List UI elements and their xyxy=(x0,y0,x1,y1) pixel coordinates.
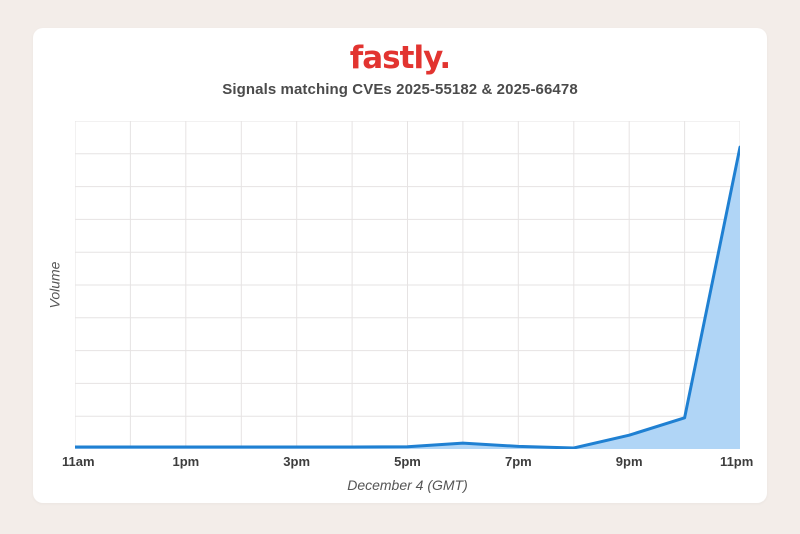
x-tick-label: 7pm xyxy=(504,454,532,469)
chart-card: fastly. Signals matching CVEs 2025-55182… xyxy=(33,28,767,503)
x-tick-label: 11pm xyxy=(720,454,754,469)
x-axis-ticks: 11am 1pm 3pm 5pm 7pm 9pm 11pm xyxy=(62,454,753,472)
fastly-logo: fastly. xyxy=(349,40,451,76)
grid-lines xyxy=(75,121,740,449)
x-axis-label: December 4 (GMT) xyxy=(347,477,468,493)
x-tick-label: 11am xyxy=(61,454,95,469)
series-line xyxy=(75,145,740,449)
x-tick-label: 9pm xyxy=(615,454,643,469)
y-axis-label: Volume xyxy=(46,261,63,309)
x-tick-label: 1pm xyxy=(172,454,200,469)
volume-chart xyxy=(75,121,740,449)
x-tick-label: 3pm xyxy=(283,454,311,469)
x-tick-label: 5pm xyxy=(394,454,421,469)
plot-area xyxy=(75,121,740,449)
chart-title: Signals matching CVEs 2025-55182 & 2025-… xyxy=(222,81,578,98)
